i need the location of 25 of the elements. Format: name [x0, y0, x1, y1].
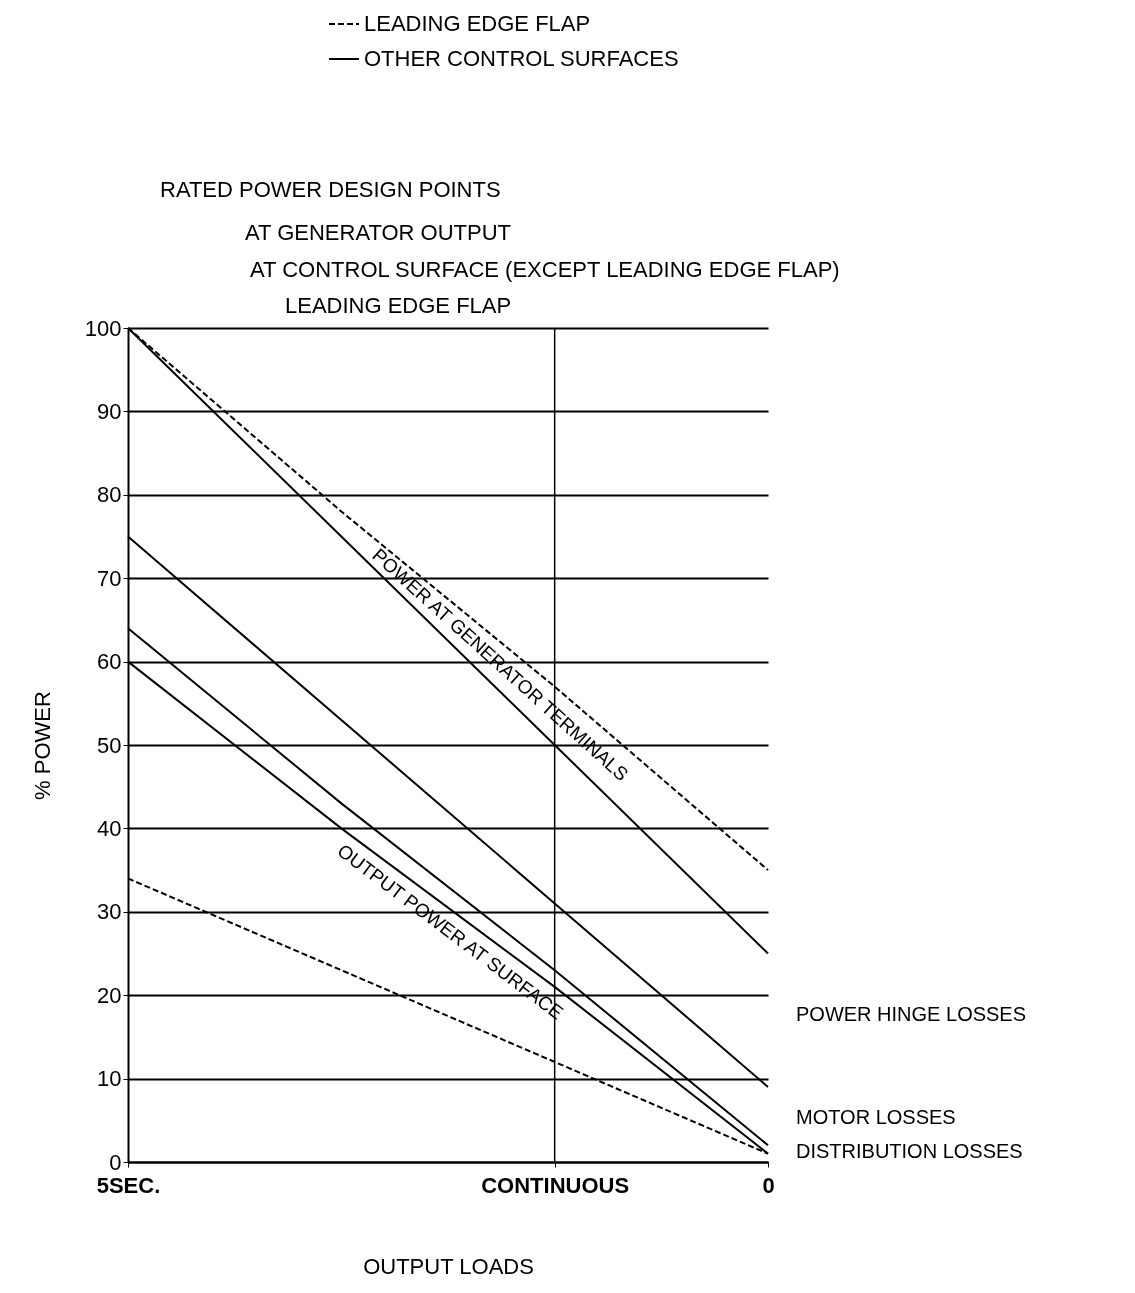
y-axis-title: % POWER	[29, 691, 55, 800]
y-tick-label: 70	[97, 565, 122, 591]
y-tick-label: 80	[97, 482, 122, 508]
y-tick-label: 30	[97, 899, 122, 925]
y-tick-label: 60	[97, 649, 122, 675]
legend-label: LEADING EDGE FLAP	[364, 11, 591, 36]
y-tick-label: 100	[84, 315, 122, 341]
y-tick-label: 50	[97, 732, 122, 758]
text: LEADING EDGE FLAP	[285, 293, 512, 318]
text: MOTOR LOSSES	[796, 1106, 956, 1128]
y-tick-label: 20	[97, 982, 122, 1008]
x-axis-title: OUTPUT LOADS	[363, 1253, 534, 1279]
x-tick-label: CONTINUOUS	[481, 1172, 630, 1198]
text: AT GENERATOR OUTPUT	[245, 220, 512, 245]
text: RATED POWER DESIGN POINTS	[160, 177, 501, 202]
text: DISTRIBUTION LOSSES	[796, 1140, 1023, 1162]
y-tick-label: 90	[97, 398, 122, 424]
text: POWER HINGE LOSSES	[796, 1003, 1027, 1025]
y-tick-label: 0	[109, 1149, 122, 1175]
y-tick-label: 40	[97, 815, 122, 841]
text: AT CONTROL SURFACE (EXCEPT LEADING EDGE FLAP)	[250, 257, 840, 282]
x-tick-label: 0	[762, 1172, 775, 1198]
legend-label: OTHER CONTROL SURFACES	[364, 46, 679, 71]
y-tick-label: 10	[97, 1066, 122, 1092]
x-tick-label: 5SEC.	[96, 1172, 161, 1198]
